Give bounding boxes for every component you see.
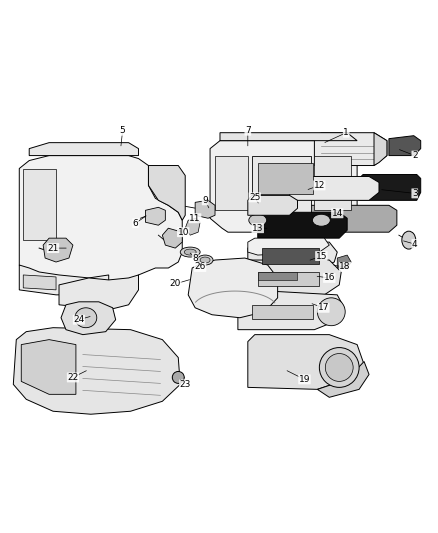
Polygon shape (337, 255, 351, 268)
Ellipse shape (325, 353, 353, 382)
Polygon shape (13, 328, 180, 414)
Text: 9: 9 (202, 196, 208, 205)
Ellipse shape (318, 298, 345, 326)
Polygon shape (185, 218, 200, 235)
Polygon shape (290, 205, 397, 232)
Polygon shape (240, 260, 341, 295)
Polygon shape (359, 174, 421, 200)
Text: 19: 19 (299, 375, 310, 384)
Ellipse shape (319, 348, 359, 387)
Polygon shape (61, 302, 116, 335)
Polygon shape (23, 168, 56, 240)
Polygon shape (389, 136, 421, 156)
Polygon shape (162, 228, 182, 248)
Text: 7: 7 (245, 126, 251, 135)
Text: 6: 6 (133, 219, 138, 228)
Polygon shape (19, 265, 109, 295)
Polygon shape (258, 212, 347, 238)
Polygon shape (188, 258, 278, 318)
Text: 5: 5 (120, 126, 126, 135)
Polygon shape (148, 166, 185, 220)
Polygon shape (374, 133, 387, 166)
Text: 20: 20 (170, 279, 181, 288)
Text: 21: 21 (47, 244, 59, 253)
Text: 23: 23 (180, 380, 191, 389)
Text: 24: 24 (73, 315, 85, 324)
Text: 15: 15 (316, 252, 327, 261)
Bar (252, 305, 314, 319)
Polygon shape (215, 156, 248, 211)
Polygon shape (29, 143, 138, 156)
Polygon shape (19, 156, 182, 292)
Text: 16: 16 (324, 273, 335, 282)
Ellipse shape (197, 255, 213, 265)
Text: 11: 11 (189, 214, 201, 223)
Polygon shape (248, 238, 329, 255)
Ellipse shape (75, 308, 97, 328)
Ellipse shape (312, 214, 330, 226)
Text: 4: 4 (412, 240, 417, 248)
Ellipse shape (180, 247, 200, 257)
Text: 12: 12 (314, 181, 325, 190)
Bar (262, 248, 319, 264)
Ellipse shape (249, 214, 267, 226)
Polygon shape (248, 196, 297, 215)
Polygon shape (195, 200, 215, 218)
Polygon shape (220, 133, 357, 141)
Text: 17: 17 (318, 303, 329, 312)
Text: 14: 14 (332, 209, 343, 218)
Text: 22: 22 (67, 373, 78, 382)
Polygon shape (59, 275, 138, 310)
Text: 10: 10 (177, 228, 189, 237)
Polygon shape (318, 361, 369, 397)
Text: 18: 18 (339, 262, 351, 271)
Polygon shape (248, 242, 337, 268)
Polygon shape (21, 340, 76, 394)
Ellipse shape (402, 231, 416, 249)
Bar (258, 163, 314, 195)
Bar (258, 272, 297, 280)
Text: 3: 3 (412, 189, 417, 198)
Polygon shape (252, 156, 311, 215)
Polygon shape (314, 133, 387, 166)
Polygon shape (145, 207, 165, 225)
Polygon shape (248, 335, 364, 389)
Text: 2: 2 (412, 151, 417, 160)
Text: 13: 13 (252, 224, 264, 233)
Text: 26: 26 (194, 262, 206, 271)
Polygon shape (23, 275, 56, 290)
Polygon shape (314, 156, 351, 211)
Ellipse shape (200, 257, 210, 263)
Ellipse shape (184, 249, 196, 255)
Bar (258, 272, 319, 286)
Polygon shape (238, 290, 344, 330)
Ellipse shape (172, 372, 184, 383)
Polygon shape (210, 141, 357, 232)
Polygon shape (43, 238, 73, 262)
Text: 1: 1 (343, 128, 349, 137)
Text: 25: 25 (249, 193, 261, 202)
Text: 8: 8 (192, 254, 198, 263)
Polygon shape (290, 176, 379, 200)
